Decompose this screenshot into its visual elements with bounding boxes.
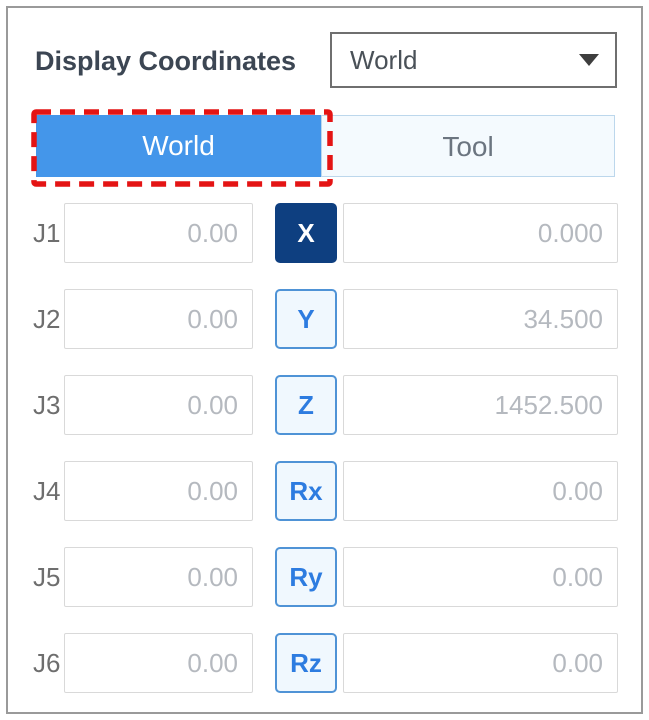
axis-button-rz[interactable]: Rz bbox=[275, 633, 337, 693]
coordinate-row-j1-x: J1 X bbox=[8, 203, 641, 263]
coordinate-row-j2-y: J2 Y bbox=[8, 289, 641, 349]
chevron-down-icon bbox=[579, 54, 599, 66]
axis-value-input-ry[interactable] bbox=[343, 547, 618, 607]
page-title: Display Coordinates bbox=[35, 46, 297, 76]
coordinates-dropdown-value: World bbox=[350, 45, 418, 75]
tab-tool[interactable]: Tool bbox=[321, 115, 615, 177]
coordinate-row-j6-rz: J6 Rz bbox=[8, 633, 641, 693]
joint-value-input-j6[interactable] bbox=[64, 633, 253, 693]
axis-button-z[interactable]: Z bbox=[275, 375, 337, 435]
joint-value-input-j1[interactable] bbox=[64, 203, 253, 263]
joint-value-input-j4[interactable] bbox=[64, 461, 253, 521]
axis-value-input-z[interactable] bbox=[343, 375, 618, 435]
axis-button-x[interactable]: X bbox=[275, 203, 337, 263]
axis-button-rx[interactable]: Rx bbox=[275, 461, 337, 521]
axis-value-input-rz[interactable] bbox=[343, 633, 618, 693]
joint-value-input-j3[interactable] bbox=[64, 375, 253, 435]
coordinate-row-j3-z: J3 Z bbox=[8, 375, 641, 435]
axis-value-input-y[interactable] bbox=[343, 289, 618, 349]
joint-label-j3: J3 bbox=[33, 390, 61, 420]
joint-label-j6: J6 bbox=[33, 648, 61, 678]
joint-label-j1: J1 bbox=[33, 218, 61, 248]
display-coordinates-panel: Display Coordinates World World Tool J1 … bbox=[6, 6, 643, 714]
coordinate-row-j4-rx: J4 Rx bbox=[8, 461, 641, 521]
joint-label-j2: J2 bbox=[33, 304, 61, 334]
joint-value-input-j2[interactable] bbox=[64, 289, 253, 349]
joint-value-input-j5[interactable] bbox=[64, 547, 253, 607]
joint-label-j4: J4 bbox=[33, 476, 61, 506]
joint-label-j5: J5 bbox=[33, 562, 61, 592]
coordinate-row-j5-ry: J5 Ry bbox=[8, 547, 641, 607]
axis-button-y[interactable]: Y bbox=[275, 289, 337, 349]
axis-value-input-rx[interactable] bbox=[343, 461, 618, 521]
coordinates-dropdown[interactable]: World bbox=[330, 32, 617, 88]
axis-button-ry[interactable]: Ry bbox=[275, 547, 337, 607]
axis-value-input-x[interactable] bbox=[343, 203, 618, 263]
tab-world[interactable]: World bbox=[36, 115, 321, 177]
